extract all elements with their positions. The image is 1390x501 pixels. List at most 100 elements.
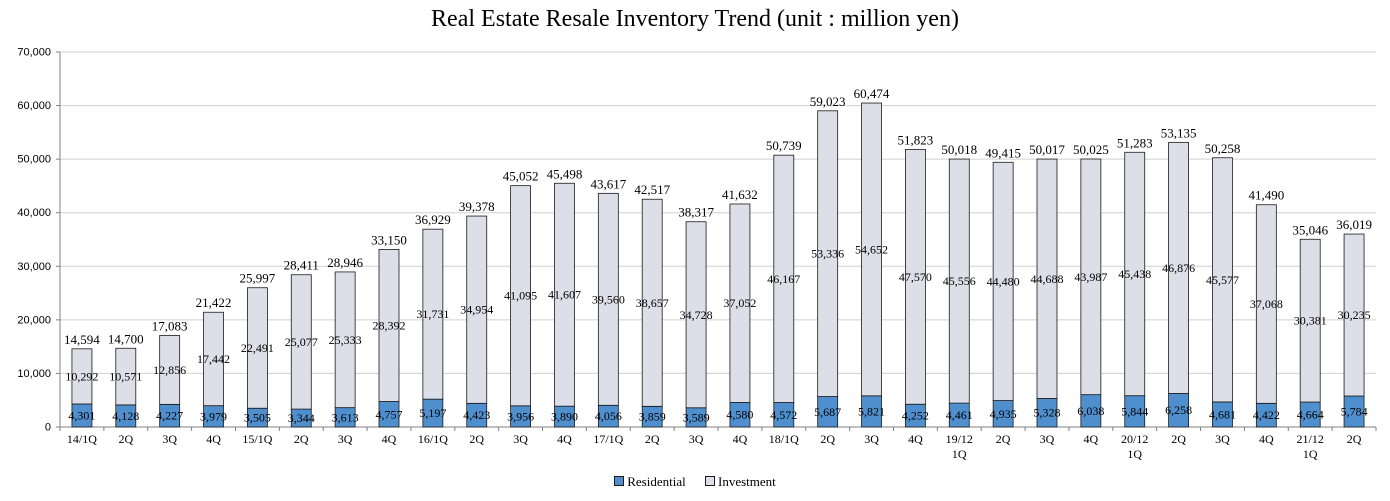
data-label-investment: 44,480 — [987, 274, 1020, 288]
x-tick-label: 2Q — [469, 432, 484, 446]
x-tick-label: 3Q — [513, 432, 528, 446]
y-tick-label: 20,000 — [17, 314, 51, 326]
bar-investment — [510, 185, 532, 407]
data-label-total: 36,929 — [415, 212, 451, 227]
x-tick-label: 4Q — [382, 432, 397, 446]
data-label-residential: 3,505 — [244, 411, 271, 425]
data-label-residential: 3,890 — [551, 410, 578, 424]
legend-swatch-residential — [614, 476, 625, 486]
data-label-residential: 5,784 — [1341, 405, 1368, 419]
data-label-total: 14,594 — [64, 332, 100, 347]
y-tick-label: 60,000 — [17, 100, 51, 112]
data-label-residential: 4,056 — [595, 409, 622, 423]
x-tick-label: 21/12 — [1297, 432, 1324, 446]
bar-investment — [71, 348, 93, 405]
bar-investment — [773, 154, 795, 403]
data-label-investment: 46,167 — [767, 272, 800, 286]
data-label-investment: 17,442 — [197, 352, 230, 366]
data-label-residential: 6,258 — [1165, 403, 1192, 417]
x-tick-label: 2Q — [294, 432, 309, 446]
data-label-total: 25,997 — [240, 271, 276, 286]
x-tick-label: 3Q — [1040, 432, 1055, 446]
data-label-investment: 44,688 — [1031, 272, 1064, 286]
legend-item-investment: Investment — [704, 474, 776, 490]
data-label-residential: 4,757 — [376, 407, 403, 421]
x-tick-label: 3Q — [689, 432, 704, 446]
data-label-residential: 6,038 — [1077, 404, 1104, 418]
data-label-investment: 41,607 — [548, 288, 581, 302]
bar-investment — [992, 161, 1014, 401]
data-label-total: 28,411 — [284, 258, 319, 273]
data-label-residential: 4,681 — [1209, 407, 1236, 421]
x-tick-label: 4Q — [908, 432, 923, 446]
data-label-residential: 5,328 — [1034, 406, 1061, 420]
data-label-investment: 54,652 — [855, 242, 888, 256]
bar-investment — [378, 249, 400, 402]
x-tick-label: 2Q — [645, 432, 660, 446]
y-tick-label: 0 — [45, 422, 51, 434]
bar-investment — [422, 228, 444, 400]
y-tick-label: 50,000 — [17, 154, 51, 166]
data-label-investment: 34,954 — [460, 303, 493, 317]
bar-investment — [1168, 141, 1189, 394]
bar-investment — [246, 287, 268, 409]
data-label-total: 50,018 — [941, 142, 977, 157]
data-label-total: 41,490 — [1248, 188, 1284, 203]
data-label-residential: 4,423 — [463, 408, 490, 422]
x-tick-label: 3Q — [1215, 432, 1230, 446]
data-label-total: 43,617 — [590, 176, 626, 191]
data-label-investment: 10,571 — [109, 370, 142, 384]
y-tick-label: 10,000 — [17, 368, 51, 380]
data-label-residential: 3,344 — [288, 411, 315, 425]
bar-investment — [729, 203, 751, 403]
bar-investment — [905, 148, 926, 405]
bars — [71, 102, 1365, 428]
bar-investment — [641, 198, 663, 407]
data-label-investment: 45,556 — [943, 274, 976, 288]
data-label-total: 38,317 — [678, 205, 714, 220]
x-tick-label: 2Q — [1347, 432, 1362, 446]
data-label-investment: 53,336 — [811, 247, 844, 261]
data-label-investment: 39,560 — [592, 292, 625, 306]
data-label-total: 35,046 — [1292, 222, 1328, 237]
bar-investment — [685, 221, 707, 409]
x-tick-label: 2Q — [820, 432, 835, 446]
chart-title: Real Estate Resale Inventory Trend (unit… — [431, 6, 959, 32]
data-label-investment: 38,657 — [636, 296, 669, 310]
x-tick-label: 4Q — [206, 432, 221, 446]
data-label-total: 41,632 — [722, 187, 758, 202]
legend-swatch-investment — [704, 476, 715, 486]
x-tick-label: 17/1Q — [593, 432, 623, 446]
data-label-total: 50,739 — [766, 138, 802, 153]
data-label-residential: 4,461 — [946, 408, 973, 422]
data-label-investment: 22,491 — [241, 341, 274, 355]
data-label-total: 33,150 — [371, 232, 407, 247]
data-label-residential: 4,252 — [902, 409, 929, 423]
data-label-investment: 30,235 — [1338, 308, 1371, 322]
data-label-total: 17,083 — [152, 318, 188, 333]
data-label-total: 50,258 — [1205, 141, 1241, 156]
y-tick-label: 70,000 — [17, 47, 51, 59]
x-tick-label: 1Q — [952, 447, 967, 461]
bar-investment — [817, 110, 839, 397]
data-label-residential: 5,197 — [419, 406, 446, 420]
data-label-total: 51,823 — [898, 132, 934, 147]
data-label-residential: 3,859 — [639, 410, 666, 424]
data-label-investment: 28,392 — [373, 318, 406, 332]
data-label-investment: 47,570 — [899, 270, 932, 284]
data-label-residential: 4,580 — [726, 408, 753, 422]
data-label-total: 50,025 — [1073, 142, 1109, 157]
data-label-total: 60,474 — [854, 86, 890, 101]
data-label-residential: 3,956 — [507, 409, 534, 423]
bar-investment — [948, 158, 970, 404]
bar-investment — [597, 192, 619, 406]
x-tick-label: 2Q — [996, 432, 1011, 446]
bar-investment — [1036, 158, 1058, 399]
data-label-total: 21,422 — [196, 295, 232, 310]
data-label-investment: 10,292 — [65, 369, 98, 383]
data-label-investment: 34,728 — [680, 308, 713, 322]
data-label-investment: 41,095 — [504, 289, 537, 303]
bar-investment — [1255, 204, 1277, 404]
data-label-residential: 4,422 — [1253, 408, 1280, 422]
data-label-residential: 4,301 — [68, 408, 95, 422]
